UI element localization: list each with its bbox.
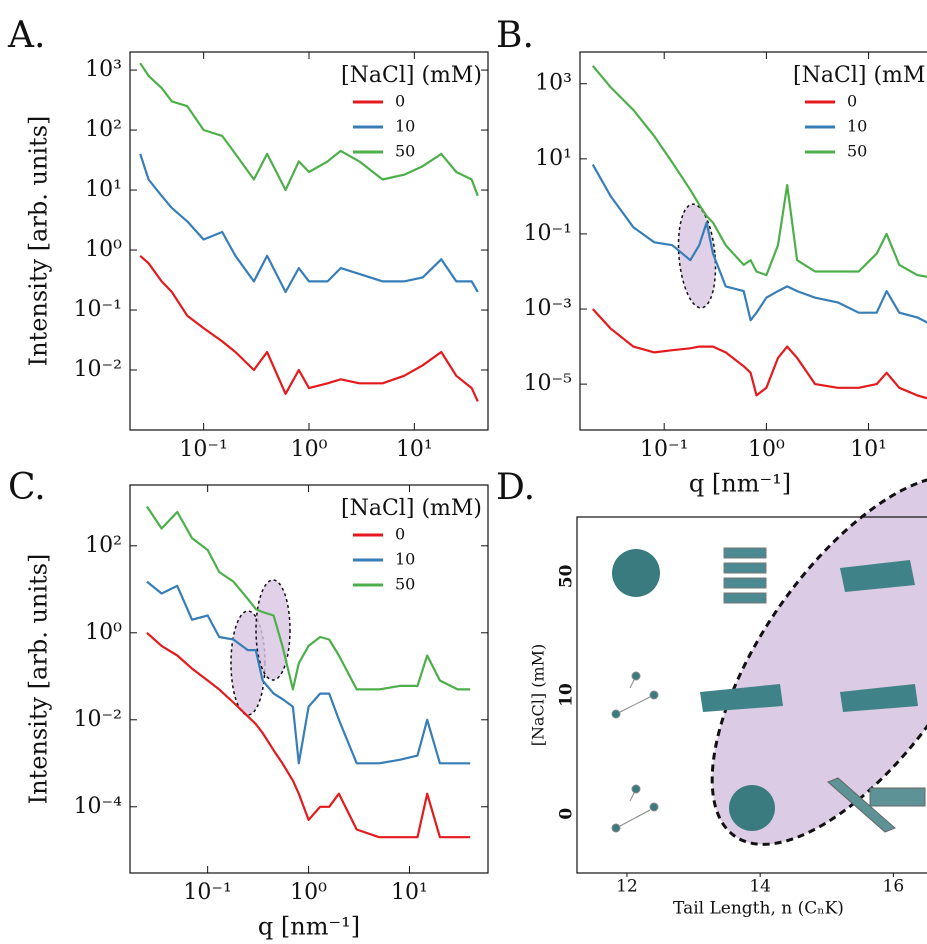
panel-label: D. bbox=[496, 467, 535, 508]
micelle-icon bbox=[729, 785, 775, 831]
y-tick-label: 10³ bbox=[85, 57, 122, 82]
axes-frame bbox=[576, 516, 927, 874]
y-category-label: 50 bbox=[557, 564, 577, 588]
x-tick-label: 12 bbox=[616, 877, 638, 897]
lamellar-icon bbox=[723, 547, 767, 604]
x-tick-label: 10⁻¹ bbox=[640, 437, 688, 462]
plot-area bbox=[145, 505, 471, 839]
plot-area bbox=[139, 62, 479, 402]
monomer-icon bbox=[611, 671, 659, 833]
data-line bbox=[591, 65, 927, 278]
y-tick-label: 10¹ bbox=[85, 177, 122, 202]
x-tick-label: 10⁻¹ bbox=[183, 880, 231, 905]
data-line bbox=[146, 580, 471, 765]
x-tick-label: 10⁰ bbox=[748, 437, 785, 462]
x-tick-label: 10⁻¹ bbox=[179, 437, 227, 462]
y-category-label: 0 bbox=[557, 808, 577, 820]
cylinder-icon bbox=[700, 560, 918, 712]
y-tick-label: 10⁻² bbox=[74, 707, 122, 732]
phase-illustration bbox=[611, 474, 927, 846]
legend-title: [NaCl] (mM) bbox=[793, 63, 927, 88]
y-tick-label: 10² bbox=[85, 117, 122, 142]
x-tick-label: 10¹ bbox=[396, 437, 433, 462]
x-tick-label: 10¹ bbox=[391, 880, 428, 905]
plot-area bbox=[591, 65, 927, 400]
y-tick-label: 10⁰ bbox=[85, 620, 122, 645]
x-axis-label: Tail Length, n (CₙK) bbox=[673, 899, 844, 919]
y-tick-label: 10¹ bbox=[535, 146, 572, 171]
legend-label: 10 bbox=[847, 117, 867, 136]
legend-label: 0 bbox=[395, 92, 405, 111]
y-tick-label: 10⁰ bbox=[85, 237, 122, 262]
data-line bbox=[139, 254, 479, 402]
data-line bbox=[145, 505, 471, 691]
x-axis-label: q [nm⁻¹] bbox=[689, 470, 791, 498]
highlight-ellipse bbox=[255, 579, 291, 681]
y-tick-label: 10⁻¹ bbox=[74, 297, 122, 322]
y-tick-label: 10⁻⁴ bbox=[74, 794, 123, 819]
data-line bbox=[146, 631, 471, 839]
x-tick-label: 10⁰ bbox=[291, 437, 328, 462]
legend-label: 10 bbox=[395, 550, 415, 569]
panel-label: C. bbox=[8, 467, 46, 508]
legend-label: 50 bbox=[395, 575, 415, 594]
y-axis-label: Intensity [arb. units] bbox=[25, 554, 53, 805]
y-tick-label: 10⁻⁵ bbox=[524, 371, 572, 396]
panel-label: B. bbox=[496, 15, 534, 56]
data-line bbox=[139, 153, 479, 294]
y-tick-label: 10⁻¹ bbox=[524, 221, 572, 246]
y-tick-label: 10⁻² bbox=[74, 357, 122, 382]
y-tick-label: 10⁻³ bbox=[524, 296, 572, 321]
legend-label: 0 bbox=[847, 92, 857, 111]
y-axis-label: Intensity [arb. units] bbox=[25, 116, 53, 367]
legend-label: 10 bbox=[395, 117, 415, 136]
x-tick-label: 10⁰ bbox=[290, 880, 327, 905]
legend-title: [NaCl] (mM) bbox=[341, 63, 482, 88]
data-line bbox=[139, 62, 479, 197]
panel-label: A. bbox=[7, 15, 45, 56]
x-tick-label: 16 bbox=[883, 877, 905, 897]
y-axis-label: [NaCl] (mM) bbox=[529, 644, 548, 747]
axes-frame bbox=[579, 51, 927, 431]
y-category-label: 10 bbox=[557, 683, 577, 707]
data-line bbox=[591, 308, 927, 400]
legend-label: 0 bbox=[395, 525, 405, 544]
axes-frame bbox=[129, 51, 489, 431]
phase-region bbox=[710, 474, 927, 846]
y-tick-label: 10² bbox=[85, 533, 122, 558]
data-line bbox=[591, 164, 927, 324]
legend-title: [NaCl] (mM) bbox=[341, 496, 482, 521]
x-tick-label: 14 bbox=[749, 877, 771, 897]
x-tick-label: 10¹ bbox=[850, 437, 887, 462]
y-tick-label: 10³ bbox=[535, 71, 572, 96]
legend-label: 50 bbox=[847, 142, 867, 161]
highlight-ellipse bbox=[677, 203, 717, 309]
micelle-icon bbox=[612, 549, 660, 597]
fibre-icon bbox=[827, 777, 926, 833]
x-axis-label: q [nm⁻¹] bbox=[258, 913, 360, 941]
legend-label: 50 bbox=[395, 142, 415, 161]
